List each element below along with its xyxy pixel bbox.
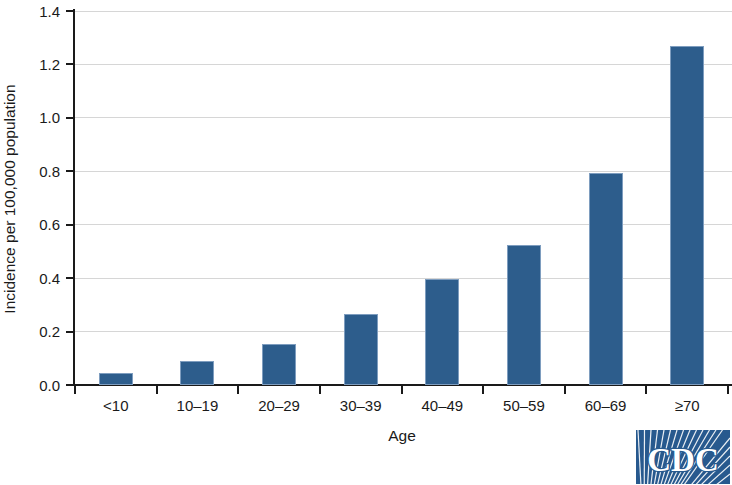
cdc-logo-text: CDC (647, 442, 719, 478)
y-axis-tick (66, 63, 74, 65)
x-axis-tick (401, 386, 403, 394)
y-axis-tick (66, 170, 74, 172)
x-tick-label: 40–49 (401, 397, 483, 414)
bar (344, 314, 378, 385)
cdc-logo: CDC (636, 430, 730, 484)
y-axis-tick (66, 331, 74, 333)
y-tick-label: 1.2 (0, 57, 60, 72)
y-axis-tick (66, 224, 74, 226)
x-tick-label: ≥70 (646, 397, 728, 414)
y-tick-label: 1.0 (0, 110, 60, 125)
y-tick-label: 0.8 (0, 164, 60, 179)
y-axis-tick (66, 10, 74, 12)
bar (425, 279, 459, 385)
gridline (75, 171, 732, 172)
bar (589, 173, 623, 385)
y-axis-line (73, 9, 75, 386)
x-axis-line (73, 384, 732, 386)
x-tick-label: 10–19 (156, 397, 238, 414)
gridline (75, 11, 732, 12)
gridline (75, 64, 732, 65)
x-tick-label: 50–59 (483, 397, 565, 414)
x-axis-tick (564, 386, 566, 394)
x-axis-tick (727, 386, 729, 394)
bar (670, 46, 704, 385)
x-axis-title: Age (331, 427, 473, 445)
y-tick-label: 0.6 (0, 217, 60, 232)
gridline (75, 278, 732, 279)
x-axis-tick (237, 386, 239, 394)
x-tick-label: 60–69 (565, 397, 647, 414)
x-axis-tick (319, 386, 321, 394)
y-axis-title: Incidence per 100,000 population (1, 29, 23, 369)
y-tick-label: 1.4 (0, 4, 60, 19)
x-axis-tick (156, 386, 158, 394)
y-axis-tick (66, 117, 74, 119)
y-axis-tick (66, 277, 74, 279)
bar (180, 361, 214, 385)
y-tick-label: 0.2 (0, 324, 60, 339)
gridline (75, 331, 732, 332)
y-tick-label: 0.4 (0, 271, 60, 286)
x-axis-tick (645, 386, 647, 394)
bar (99, 373, 133, 385)
y-axis-tick (66, 384, 74, 386)
x-axis-tick (482, 386, 484, 394)
chart-canvas: Incidence per 100,000 population 0.0 0.2 0… (0, 0, 732, 485)
x-tick-label: <10 (75, 397, 157, 414)
x-tick-label: 20–29 (238, 397, 320, 414)
x-tick-label: 30–39 (320, 397, 402, 414)
gridline (75, 224, 732, 225)
bar (507, 245, 541, 385)
bar (262, 344, 296, 385)
gridline (75, 117, 732, 118)
y-tick-label: 0.0 (0, 378, 60, 393)
x-axis-tick (74, 386, 76, 394)
